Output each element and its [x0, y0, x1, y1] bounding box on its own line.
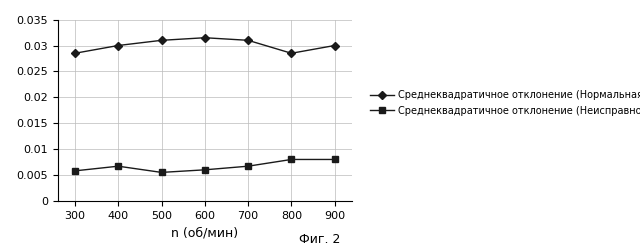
Среднеквадратичное отклонение (Неисправность): [287, 158, 295, 161]
Среднеквадратичное отклонение (Нормальная работа): [71, 52, 79, 55]
Среднеквадратичное отклонение (Нормальная работа): [115, 44, 122, 47]
Среднеквадратичное отклонение (Неисправность): [71, 169, 79, 172]
Среднеквадратичное отклонение (Неисправность): [244, 165, 252, 168]
Среднеквадратичное отклонение (Неисправность): [331, 158, 339, 161]
Line: Среднеквадратичное отклонение (Неисправность): Среднеквадратичное отклонение (Неисправн…: [72, 157, 337, 175]
Legend: Среднеквадратичное отклонение (Нормальная работа), Среднеквадратичное отклонение: Среднеквадратичное отклонение (Нормальна…: [370, 90, 640, 116]
Среднеквадратичное отклонение (Неисправность): [115, 165, 122, 168]
Среднеквадратичное отклонение (Нормальная работа): [331, 44, 339, 47]
Среднеквадратичное отклонение (Нормальная работа): [201, 36, 209, 39]
Среднеквадратичное отклонение (Нормальная работа): [157, 39, 165, 42]
Среднеквадратичное отклонение (Нормальная работа): [244, 39, 252, 42]
Среднеквадратичное отклонение (Неисправность): [157, 171, 165, 174]
X-axis label: n (об/мин): n (об/мин): [172, 226, 238, 239]
Line: Среднеквадратичное отклонение (Нормальная работа): Среднеквадратичное отклонение (Нормальна…: [72, 35, 337, 56]
Text: Фиг. 2: Фиг. 2: [300, 233, 340, 245]
Среднеквадратичное отклонение (Неисправность): [201, 168, 209, 171]
Среднеквадратичное отклонение (Нормальная работа): [287, 52, 295, 55]
